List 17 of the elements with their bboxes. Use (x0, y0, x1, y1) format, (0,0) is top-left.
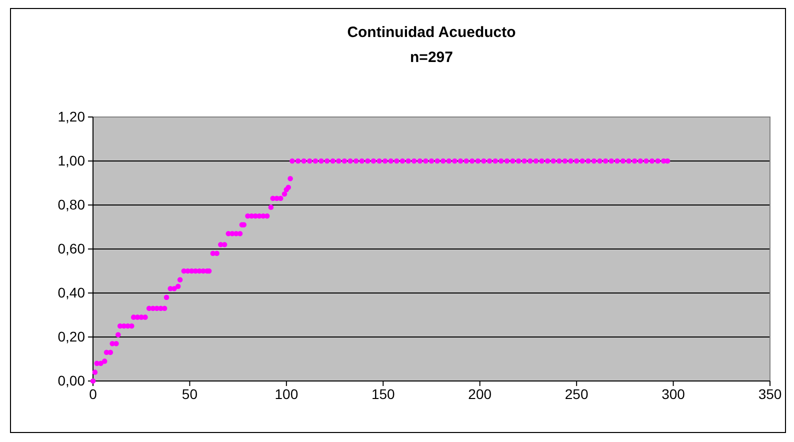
x-tick-label: 0 (89, 386, 98, 402)
y-tick-label: 0,60 (58, 240, 86, 256)
y-tick-label: 0,40 (58, 284, 86, 300)
chart-subtitle: n=297 (410, 49, 453, 66)
y-tick-label: 1,20 (58, 108, 86, 124)
x-tick-label: 300 (662, 386, 686, 402)
x-tick-label: 200 (468, 386, 492, 402)
y-tick-label: 0,80 (58, 196, 86, 212)
y-tick-label: 0,20 (58, 328, 86, 344)
x-tick-label: 250 (564, 386, 588, 402)
y-tick-label: 0,00 (58, 372, 86, 388)
chart-title: Continuidad Acueducto (347, 24, 516, 41)
y-tick-label: 1,00 (58, 152, 86, 168)
x-tick-label: 100 (274, 386, 298, 402)
x-tick-label: 350 (758, 386, 782, 402)
x-tick-label: 50 (182, 386, 198, 402)
x-tick-label: 150 (371, 386, 396, 402)
